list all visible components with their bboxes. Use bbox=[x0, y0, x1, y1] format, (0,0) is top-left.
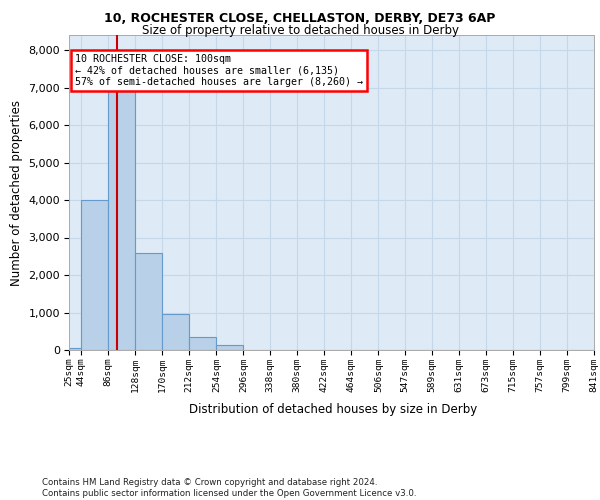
Bar bbox=[81, 200, 108, 350]
Bar bbox=[108, 80, 135, 350]
Y-axis label: Number of detached properties: Number of detached properties bbox=[10, 100, 23, 286]
Bar bbox=[69, 348, 81, 350]
Text: Size of property relative to detached houses in Derby: Size of property relative to detached ho… bbox=[142, 24, 458, 37]
Text: Distribution of detached houses by size in Derby: Distribution of detached houses by size … bbox=[189, 402, 477, 415]
Text: 10, ROCHESTER CLOSE, CHELLASTON, DERBY, DE73 6AP: 10, ROCHESTER CLOSE, CHELLASTON, DERBY, … bbox=[104, 12, 496, 26]
Bar bbox=[217, 345, 244, 350]
Text: 10 ROCHESTER CLOSE: 100sqm
← 42% of detached houses are smaller (6,135)
57% of s: 10 ROCHESTER CLOSE: 100sqm ← 42% of deta… bbox=[76, 54, 364, 87]
Bar bbox=[190, 337, 217, 350]
Text: Contains HM Land Registry data © Crown copyright and database right 2024.
Contai: Contains HM Land Registry data © Crown c… bbox=[42, 478, 416, 498]
Bar bbox=[135, 252, 162, 350]
Bar bbox=[162, 314, 190, 350]
